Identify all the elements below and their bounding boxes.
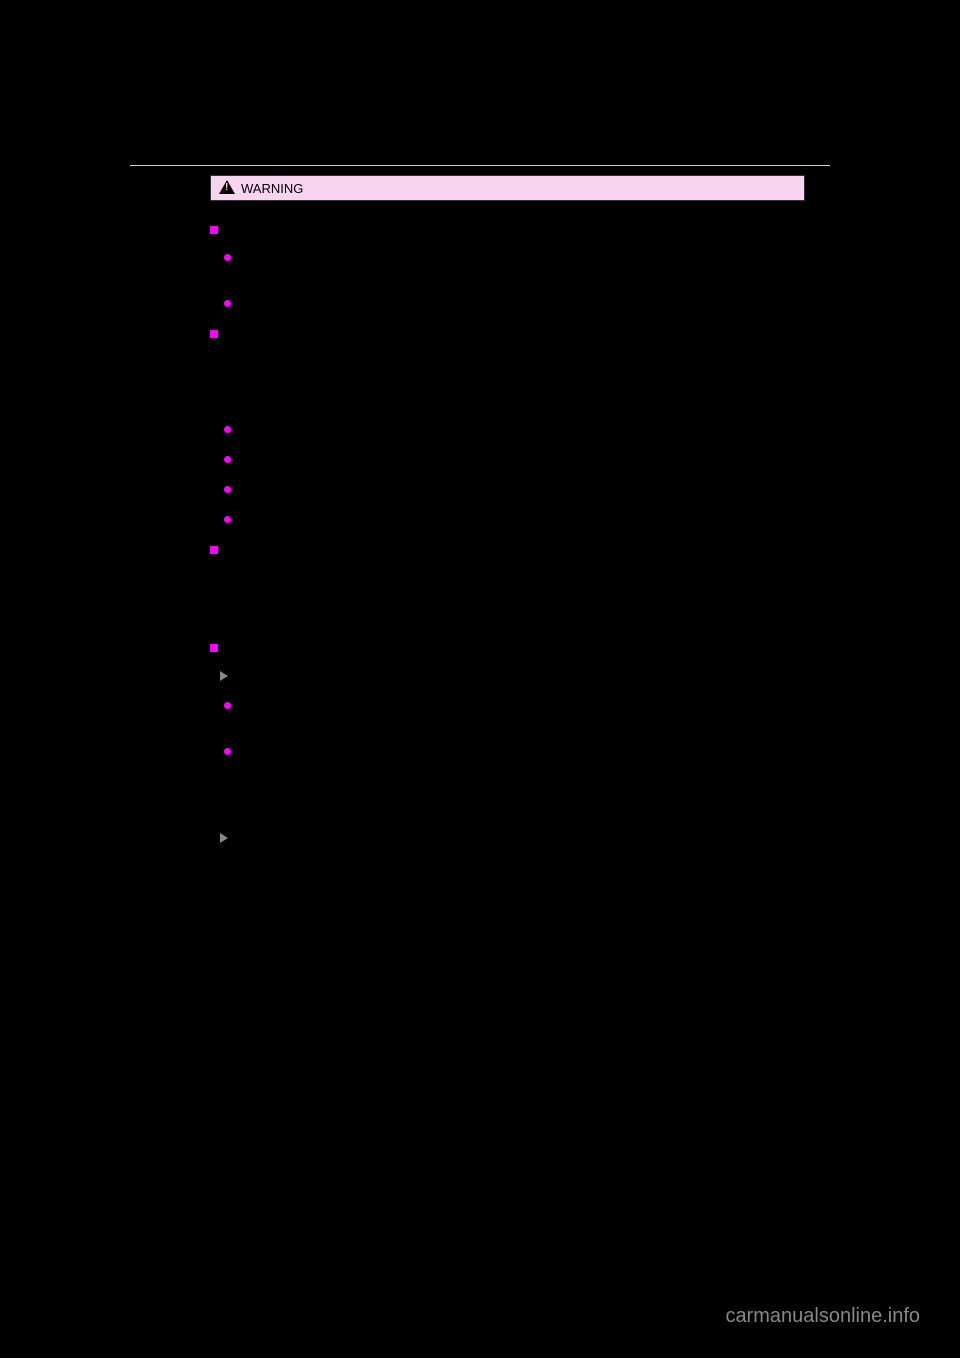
content-row	[210, 511, 805, 529]
warning-triangle-icon: !	[219, 180, 235, 196]
document-page: ! WARNING	[130, 175, 830, 859]
content-row	[210, 541, 805, 559]
content-row	[210, 697, 805, 715]
content-row	[210, 481, 805, 499]
square-marker-icon	[210, 330, 218, 338]
square-marker-icon	[210, 226, 218, 234]
bullet-marker-icon	[224, 516, 231, 523]
content-row	[210, 325, 805, 343]
content-row	[210, 667, 805, 685]
square-marker-icon	[210, 644, 218, 652]
bullet-marker-icon	[224, 702, 231, 709]
arrow-marker-icon	[220, 671, 228, 681]
warning-label: WARNING	[241, 181, 303, 196]
watermark-text: carmanualsonline.info	[725, 1305, 920, 1328]
content-row	[210, 639, 805, 657]
bullet-marker-icon	[224, 486, 231, 493]
content-row	[210, 221, 805, 239]
content-body	[210, 221, 805, 847]
content-row	[210, 249, 805, 267]
bullet-marker-icon	[224, 748, 231, 755]
square-marker-icon	[210, 546, 218, 554]
content-row	[210, 743, 805, 761]
content-row	[210, 295, 805, 313]
warning-banner: ! WARNING	[210, 175, 805, 201]
content-row	[210, 829, 805, 847]
bullet-marker-icon	[224, 254, 231, 261]
content-row	[210, 451, 805, 469]
bullet-marker-icon	[224, 426, 231, 433]
content-row	[210, 421, 805, 439]
bullet-marker-icon	[224, 456, 231, 463]
bullet-marker-icon	[224, 300, 231, 307]
arrow-marker-icon	[220, 833, 228, 843]
header-divider	[130, 165, 830, 166]
